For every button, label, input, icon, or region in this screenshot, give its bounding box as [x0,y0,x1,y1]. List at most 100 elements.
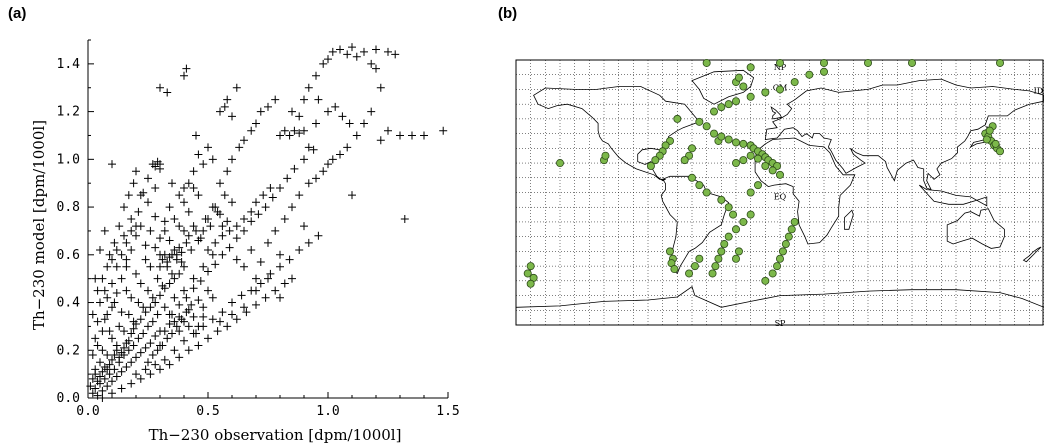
data-point [170,246,179,255]
data-point [148,293,157,302]
data-point [206,222,215,231]
data-point [172,322,181,331]
data-point [232,222,241,231]
station-marker [746,92,755,101]
data-point [331,102,340,111]
data-point [122,255,131,264]
data-point [122,238,131,247]
data-point [88,374,97,383]
data-point [163,257,172,266]
station-marker [724,232,733,241]
data-point [247,217,256,226]
data-point [343,50,352,59]
station-marker [781,240,790,249]
data-point [192,226,200,235]
data-point [175,353,184,362]
data-point [189,222,198,231]
data-point [237,291,246,300]
data-point [261,293,270,302]
data-point [194,322,203,331]
data-point [271,286,280,295]
data-point [300,95,308,104]
station-marker [724,135,733,144]
data-point [112,262,121,271]
data-point [88,310,97,319]
data-point [189,183,198,192]
data-point [228,112,236,121]
y-tick-label: 0.0 [57,391,80,406]
map-label: EQ [774,192,787,201]
data-point [180,317,188,326]
data-point [232,234,241,243]
data-point [314,95,323,104]
data-point [165,360,174,369]
data-point [232,315,241,324]
station-marker [761,88,770,97]
data-point [204,215,212,223]
data-point [132,269,140,278]
station-marker [739,82,748,91]
data-point [223,167,232,176]
data-point [132,167,140,176]
data-point [168,269,176,278]
data-point [189,274,198,283]
station-marker [768,269,777,278]
data-point [187,300,196,309]
data-point [184,179,193,188]
data-point [256,257,265,266]
station-marker [908,58,917,67]
station-marker [724,100,733,109]
data-point [105,250,114,259]
data-point [312,119,320,128]
station-marker [732,97,741,106]
data-point [194,150,203,159]
data-point [175,300,184,309]
data-point [324,160,332,169]
data-point [304,238,313,247]
y-tick-label: 0.4 [57,296,81,311]
map-label: NP [774,63,787,72]
data-point [144,322,152,331]
data-point [127,246,136,255]
data-point [271,95,280,104]
data-point [252,286,260,295]
data-point [180,286,188,295]
data-point [324,55,332,64]
data-point [168,329,176,338]
data-point [151,331,160,340]
station-marker [688,173,697,182]
coastline-japan [969,126,989,148]
data-point [199,312,208,321]
station-marker [761,161,770,170]
data-point [93,317,102,326]
station-marker [746,151,755,160]
station-marker [732,225,741,234]
station-marker [732,159,741,168]
data-point [180,336,188,345]
coastline-indonesia [919,184,988,207]
data-point [199,262,208,271]
data-point [184,322,193,331]
data-point [232,83,241,92]
station-marker [732,254,741,263]
data-point [328,47,337,56]
data-point [165,320,174,329]
data-point [240,136,248,145]
data-point [288,107,296,116]
data-point [105,360,114,369]
data-point [144,286,152,295]
data-point [280,279,289,288]
data-point [180,71,188,80]
station-marker [717,103,726,112]
data-point [384,47,392,56]
data-point [268,193,277,202]
coastline-eurasia [764,78,1044,191]
station-marker [996,58,1005,67]
data-point [276,262,284,271]
station-marker [746,63,755,72]
x-tick-label: 0.0 [76,404,99,419]
data-point [165,203,174,212]
station-marker [761,276,770,285]
data-point [129,324,138,333]
data-point [372,64,380,73]
